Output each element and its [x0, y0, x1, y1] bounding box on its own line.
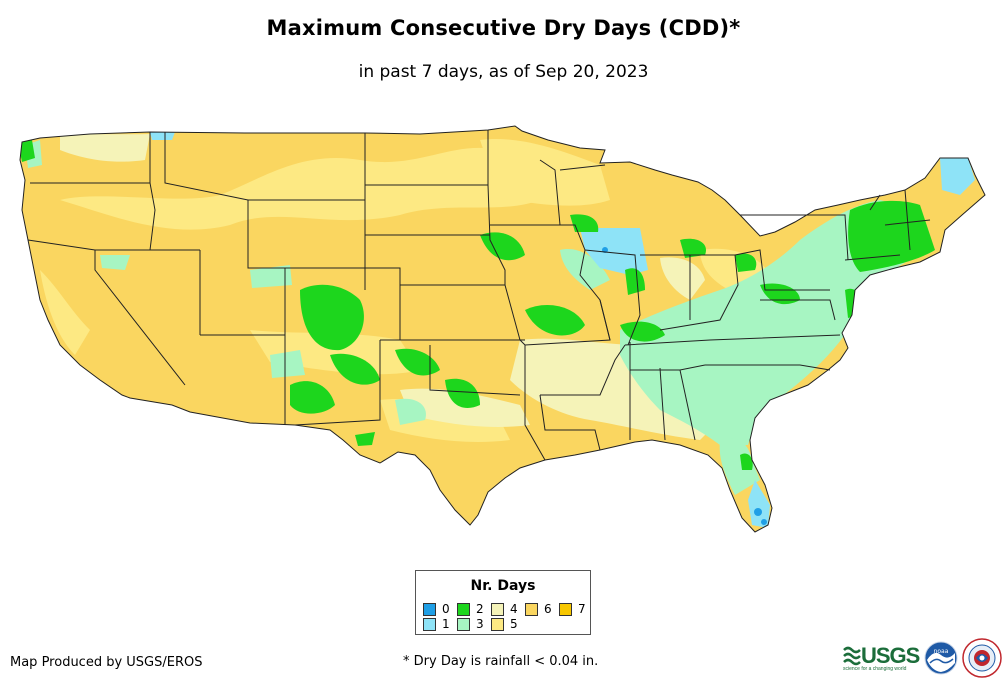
usgs-tagline: science for a changing world [843, 666, 907, 672]
legend-item-4: 4 [491, 603, 518, 616]
legend-label: 1 [442, 617, 450, 631]
legend-item-7: 7 [559, 603, 586, 616]
legend-label: 7 [578, 602, 586, 616]
noaa-logo-icon: noaa [924, 641, 958, 675]
legend-label: 2 [476, 602, 484, 616]
legend-item-2: 2 [457, 603, 484, 616]
legend-title: Nr. Days [470, 578, 536, 594]
legend-swatch [423, 603, 436, 616]
legend-item-0: 0 [423, 603, 450, 616]
us-dry-days-map [19, 125, 986, 533]
legend-swatch [457, 603, 470, 616]
nws-logo-icon [962, 638, 1002, 678]
map-title: Maximum Consecutive Dry Days (CDD)* [266, 16, 741, 40]
legend-swatch [491, 618, 504, 631]
usgs-wordmark: USGS [861, 643, 920, 668]
credit-text: Map Produced by USGS/EROS [10, 655, 203, 670]
legend-item-3: 3 [457, 618, 484, 631]
map-subtitle: in past 7 days, as of Sep 20, 2023 [358, 62, 649, 82]
usgs-wave-icon [843, 646, 861, 666]
legend-swatch [457, 618, 470, 631]
noaa-wordmark: noaa [934, 648, 949, 655]
usgs-logo: USGS science for a changing world [843, 643, 921, 673]
legend-label: 0 [442, 602, 450, 616]
legend-swatch [423, 618, 436, 631]
legend-label: 5 [510, 617, 518, 631]
legend-swatch [491, 603, 504, 616]
legend-swatch [525, 603, 538, 616]
legend-item-6: 6 [525, 603, 552, 616]
footnote: * Dry Day is rainfall < 0.04 in. [403, 654, 599, 669]
legend-label: 3 [476, 617, 484, 631]
legend-label: 6 [544, 602, 552, 616]
legend: Nr. Days 0 1 2 3 4 5 6 7 [415, 570, 591, 635]
legend-item-5: 5 [491, 618, 518, 631]
legend-item-1: 1 [423, 618, 450, 631]
legend-label: 4 [510, 602, 518, 616]
legend-swatch [559, 603, 572, 616]
